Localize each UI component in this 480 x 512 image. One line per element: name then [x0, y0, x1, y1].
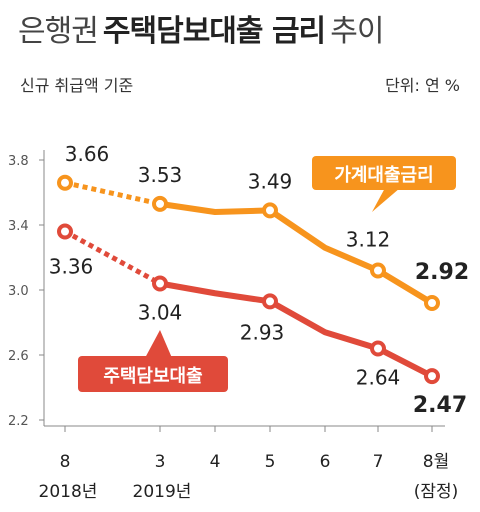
legend-label: 가계대출금리	[334, 165, 433, 186]
title-part-2: 주택담보대출 금리	[102, 14, 326, 49]
series-line	[157, 280, 435, 380]
data-point	[424, 368, 440, 385]
data-point	[57, 174, 73, 191]
data-label: 3.36	[49, 255, 94, 279]
series-dotted-gap	[63, 229, 162, 286]
legend-callout-box	[78, 356, 228, 392]
x-tick-label: 3	[155, 452, 166, 472]
legend-callout-box	[312, 156, 456, 190]
data-label: 3.12	[346, 228, 391, 252]
data-point	[370, 262, 386, 279]
data-point	[57, 223, 73, 240]
x-year-label: (잠정)	[414, 482, 459, 502]
data-point	[262, 293, 278, 310]
data-point	[152, 275, 168, 292]
data-point	[152, 195, 168, 212]
legend-callout-pointer	[372, 188, 400, 212]
x-tick-label: 4	[210, 452, 221, 472]
y-tick-label: 3.8	[8, 154, 29, 169]
x-year-label: 2018년	[39, 482, 98, 502]
data-point	[262, 202, 278, 219]
data-label: 2.92	[415, 260, 469, 285]
data-label: 3.04	[138, 301, 183, 325]
chart-title: 은행권 주택담보대출 금리 추이	[18, 6, 384, 50]
series-dotted-gap	[64, 180, 161, 207]
legend-callout-pointer	[145, 330, 172, 358]
x-year-label: 2019년	[133, 482, 192, 502]
x-tick-label: 8	[60, 452, 71, 472]
legend-label: 주택담보대출	[103, 366, 202, 387]
data-point	[424, 295, 440, 311]
data-label: 3.49	[248, 169, 293, 193]
x-tick-label: 5	[265, 452, 276, 472]
y-tick-label: 2.6	[8, 349, 29, 364]
title-part-3: 추이	[330, 14, 384, 49]
data-label: 2.47	[413, 393, 467, 418]
data-point	[370, 340, 386, 357]
y-tick-label: 2.2	[8, 414, 29, 429]
data-label: 3.53	[138, 163, 183, 187]
x-tick-label: 8월	[423, 452, 449, 472]
y-tick-label: 3.4	[8, 219, 29, 234]
x-tick-label: 6	[320, 452, 331, 472]
data-label: 2.64	[356, 366, 401, 390]
data-label: 2.93	[240, 320, 285, 344]
unit-label: 단위: 연 %	[385, 76, 460, 95]
title-part-1: 은행권	[18, 14, 99, 49]
data-label: 3.66	[65, 142, 110, 166]
series-line	[157, 200, 435, 306]
y-tick-label: 3.0	[8, 284, 29, 299]
x-tick-label: 7	[373, 452, 384, 472]
chart-subtitle: 신규 취급액 기준	[20, 76, 134, 95]
